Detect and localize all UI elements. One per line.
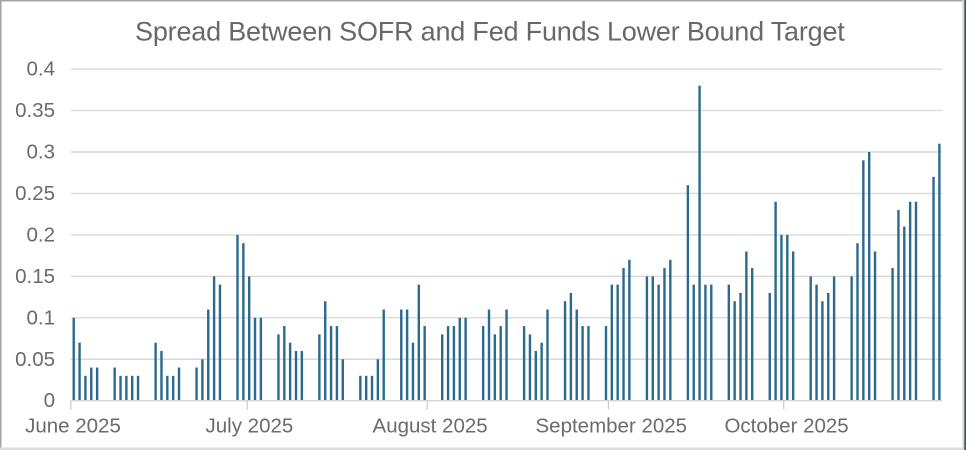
svg-text:July 2025: July 2025 [206,415,294,438]
svg-text:September 2025: September 2025 [536,415,688,438]
svg-text:0.35: 0.35 [15,99,55,122]
svg-text:0.25: 0.25 [15,182,55,205]
svg-text:0: 0 [44,389,55,412]
svg-text:0.1: 0.1 [27,306,56,329]
svg-text:June 2025: June 2025 [25,415,121,438]
svg-text:0.2: 0.2 [27,223,56,246]
svg-text:0.4: 0.4 [27,58,56,81]
svg-text:August 2025: August 2025 [373,415,488,438]
svg-text:0.15: 0.15 [15,265,55,288]
svg-text:October 2025: October 2025 [724,415,848,438]
svg-text:Spread Between SOFR and Fed Fu: Spread Between SOFR and Fed Funds Lower … [135,16,845,46]
svg-text:0.3: 0.3 [27,141,56,164]
svg-text:0.05: 0.05 [15,348,55,371]
